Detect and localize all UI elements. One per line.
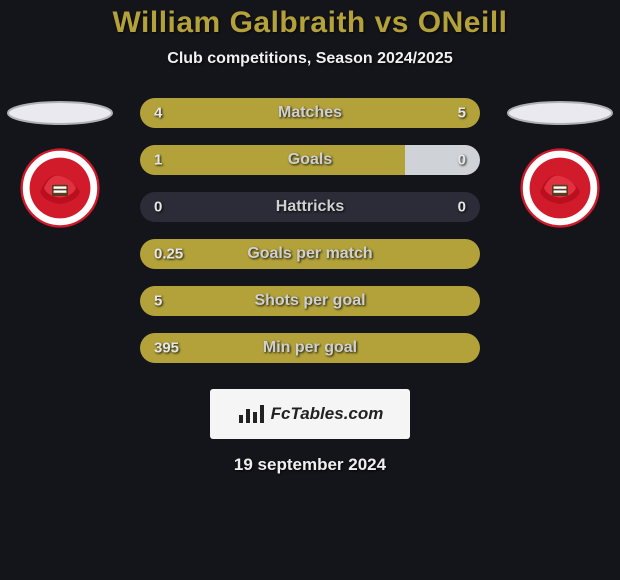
stat-value-left: 395	[154, 340, 179, 357]
stat-row: 395 Min per goal	[140, 333, 480, 363]
stat-row: 1 0 Goals	[140, 145, 480, 175]
stat-row: 4 5 Matches	[140, 98, 480, 128]
stat-row: 0 0 Hattricks	[140, 192, 480, 222]
player-silhouette-icon	[505, 98, 615, 128]
watermark-text: FcTables.com	[271, 404, 384, 424]
stat-label: Hattricks	[276, 198, 344, 216]
stat-value-right: 5	[458, 105, 466, 122]
stat-value-left: 4	[154, 105, 162, 122]
subtitle: Club competitions, Season 2024/2025	[0, 50, 620, 68]
stat-label: Shots per goal	[254, 292, 365, 310]
stat-value-left: 0	[154, 199, 162, 216]
stat-bar-right	[405, 145, 480, 175]
stat-label: Goals	[288, 151, 332, 169]
stat-value-left: 5	[154, 293, 162, 310]
stat-value-left: 0.25	[154, 246, 183, 263]
watermark-badge: FcTables.com	[210, 389, 410, 439]
stat-bar-left	[140, 145, 405, 175]
chart-icon	[237, 403, 265, 425]
stat-label: Goals per match	[247, 245, 372, 263]
club-badge-left-icon	[20, 148, 100, 228]
club-badge-right-icon	[520, 148, 600, 228]
page-title: William Galbraith vs ONeill	[0, 6, 620, 40]
main-area: 4 5 Matches 1 0 Goals 0 0 Hattricks 0.25 Goals per…	[0, 98, 620, 363]
stat-bar-left	[140, 98, 290, 128]
stat-label: Min per goal	[263, 339, 357, 357]
stat-value-right: 0	[458, 199, 466, 216]
date-text: 19 september 2024	[0, 455, 620, 475]
player-silhouette-icon	[5, 98, 115, 128]
stat-label: Matches	[278, 104, 342, 122]
player-left-column	[0, 98, 120, 228]
stat-row: 5 Shots per goal	[140, 286, 480, 316]
comparison-card: William Galbraith vs ONeill Club competi…	[0, 0, 620, 475]
stats-list: 4 5 Matches 1 0 Goals 0 0 Hattricks 0.25 Goals per…	[140, 98, 480, 363]
stat-value-right: 0	[458, 152, 466, 169]
stat-row: 0.25 Goals per match	[140, 239, 480, 269]
stat-value-left: 1	[154, 152, 162, 169]
player-right-column	[500, 98, 620, 228]
